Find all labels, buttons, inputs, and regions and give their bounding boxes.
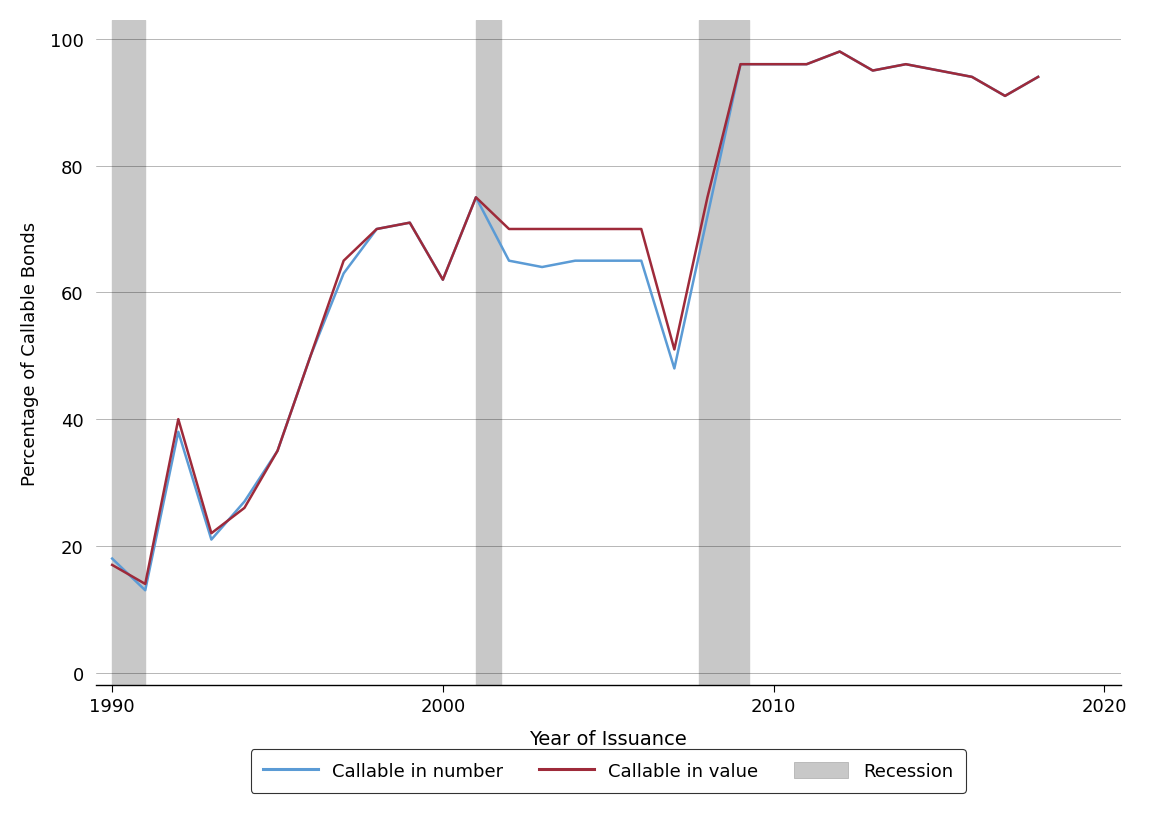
Bar xyxy=(113,21,145,686)
Legend: Callable in number, Callable in value, Recession: Callable in number, Callable in value, R… xyxy=(251,749,966,793)
Y-axis label: Percentage of Callable Bonds: Percentage of Callable Bonds xyxy=(21,222,39,485)
X-axis label: Year of Issuance: Year of Issuance xyxy=(529,729,687,748)
Bar xyxy=(699,21,749,686)
Bar xyxy=(476,21,500,686)
